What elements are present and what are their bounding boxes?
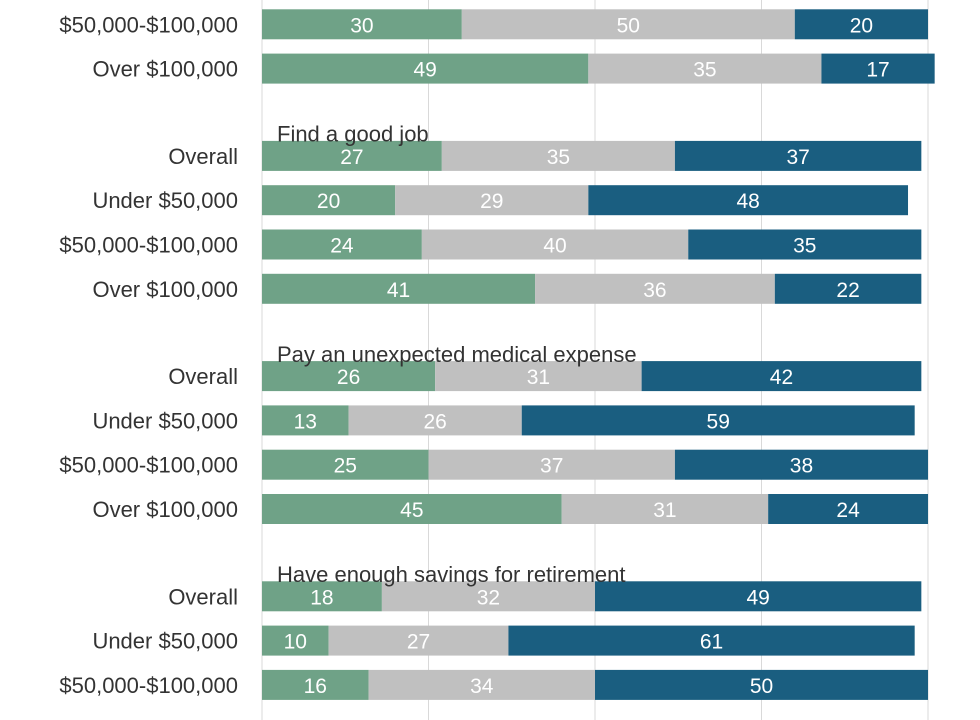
data-label: 41	[387, 279, 410, 302]
data-label: 61	[700, 631, 723, 654]
data-label: 17	[866, 59, 889, 82]
bar-segment	[428, 449, 675, 480]
row-label: Overall	[168, 584, 238, 609]
data-label: 18	[310, 586, 333, 609]
bar-segment	[794, 9, 928, 40]
row-label: Under $50,000	[92, 408, 238, 433]
bar-segment	[508, 625, 915, 656]
row-label: Under $50,000	[92, 188, 238, 213]
bar-segment	[441, 140, 675, 171]
bar-segment	[588, 53, 822, 84]
bar-segment	[395, 185, 589, 216]
data-label: 29	[480, 190, 503, 213]
data-label: 20	[317, 190, 340, 213]
bar-segment	[641, 361, 922, 392]
bar-segment	[262, 449, 429, 480]
data-label: 31	[527, 366, 550, 389]
row-label: $50,000-$100,000	[59, 453, 238, 478]
data-label: 38	[790, 455, 813, 478]
bar-segment	[688, 229, 922, 260]
bar-segment	[595, 581, 922, 612]
bar-segment	[774, 273, 922, 304]
bar-segment	[368, 669, 595, 700]
bar-segment	[262, 581, 382, 612]
data-label: 50	[750, 675, 773, 698]
data-label: 40	[543, 235, 566, 258]
row-label: Overall	[168, 144, 238, 169]
data-label: 35	[547, 146, 570, 169]
bar-segment	[674, 140, 922, 171]
bar-segment	[262, 625, 329, 656]
bar-segment	[262, 53, 589, 84]
data-label: 16	[304, 675, 327, 698]
bar-segment	[348, 405, 522, 436]
data-label: 42	[770, 366, 793, 389]
data-label: 49	[746, 586, 769, 609]
data-label: 48	[737, 190, 760, 213]
bar-segment	[262, 405, 349, 436]
data-label: 24	[330, 235, 354, 258]
bars	[262, 9, 935, 700]
data-label: 45	[400, 499, 423, 522]
bar-segment	[435, 361, 642, 392]
data-label: 26	[423, 410, 446, 433]
labels: Under $50,000214038$50,000-$100,00030502…	[59, 12, 889, 698]
bar-segment	[262, 229, 422, 260]
data-label: 50	[617, 14, 640, 37]
row-label: $50,000-$100,000	[59, 12, 238, 37]
data-label: 27	[340, 146, 363, 169]
data-label: 24	[836, 499, 860, 522]
bar-segment	[674, 449, 928, 480]
bar-segment	[262, 494, 562, 524]
row-label: Under $50,000	[92, 629, 238, 654]
data-label: 30	[350, 14, 373, 37]
bar-segment	[262, 185, 396, 216]
data-label: 49	[413, 59, 436, 82]
data-label: 35	[793, 235, 816, 258]
row-label: $50,000-$100,000	[59, 233, 238, 258]
data-label: 36	[643, 279, 666, 302]
bar-segment	[262, 273, 536, 304]
bar-segment	[262, 140, 442, 171]
bar-segment	[595, 669, 928, 700]
bar-segment	[461, 9, 795, 40]
row-label: Over $100,000	[92, 277, 238, 302]
bar-segment	[588, 185, 909, 216]
group-title: Have enough savings for retirement	[277, 562, 626, 587]
data-label: 37	[786, 146, 809, 169]
bar-segment	[821, 53, 935, 84]
bar-segment	[328, 625, 509, 656]
bar-segment	[535, 273, 775, 304]
data-label: 31	[653, 499, 676, 522]
data-label: 26	[337, 366, 360, 389]
data-label: 13	[294, 410, 317, 433]
data-label: 25	[334, 455, 357, 478]
row-label: Overall	[168, 364, 238, 389]
data-label: 35	[693, 59, 716, 82]
data-label: 10	[284, 631, 307, 654]
bar-segment	[262, 669, 369, 700]
row-label: Over $100,000	[92, 497, 238, 522]
bar-segment	[381, 581, 595, 612]
group-title: Pay an unexpected medical expense	[277, 342, 637, 367]
bar-segment	[262, 361, 436, 392]
data-label: 34	[470, 675, 494, 698]
data-label: 37	[540, 455, 563, 478]
bar-segment	[521, 405, 915, 436]
data-label: 20	[850, 14, 873, 37]
bar-segment	[561, 494, 769, 524]
bar-segment	[768, 494, 928, 524]
data-label: 32	[477, 586, 500, 609]
bar-segment	[262, 9, 462, 40]
row-label: $50,000-$100,000	[59, 673, 238, 698]
data-label: 59	[707, 410, 730, 433]
row-label: Over $100,000	[92, 57, 238, 82]
bar-segment	[421, 229, 689, 260]
group-title: Find a good job	[277, 122, 429, 147]
data-label: 27	[407, 631, 430, 654]
data-label: 22	[836, 279, 859, 302]
